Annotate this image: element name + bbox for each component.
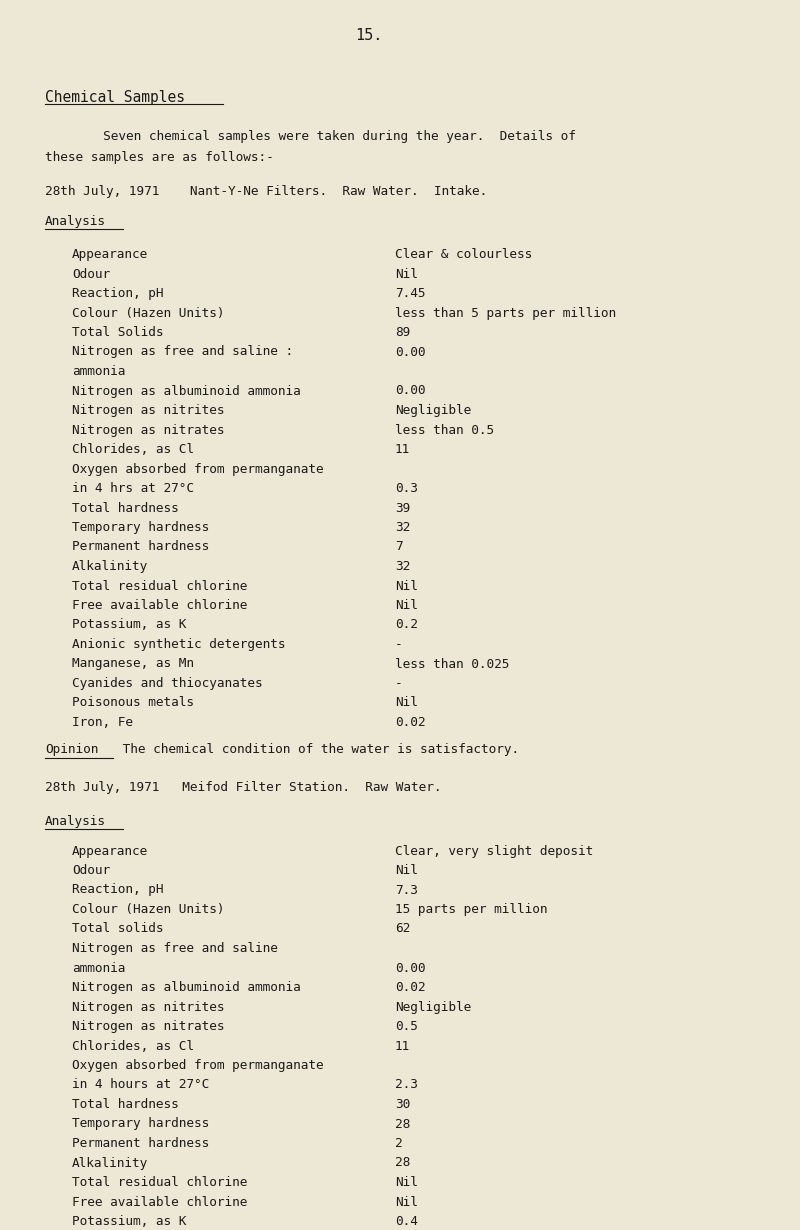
- Text: Potassium, as K: Potassium, as K: [72, 1215, 186, 1228]
- Text: Nitrogen as nitrites: Nitrogen as nitrites: [72, 403, 225, 417]
- Text: Total solids: Total solids: [72, 922, 163, 936]
- Text: Odour: Odour: [72, 267, 110, 280]
- Text: Appearance: Appearance: [72, 845, 148, 857]
- Text: Chlorides, as Cl: Chlorides, as Cl: [72, 1039, 194, 1053]
- Text: Nil: Nil: [395, 696, 418, 710]
- Text: Total hardness: Total hardness: [72, 502, 178, 514]
- Text: Analysis: Analysis: [45, 215, 106, 228]
- Text: in 4 hours at 27°C: in 4 hours at 27°C: [72, 1079, 210, 1091]
- Text: Temporary hardness: Temporary hardness: [72, 1118, 210, 1130]
- Text: 11: 11: [395, 443, 410, 456]
- Text: The chemical condition of the water is satisfactory.: The chemical condition of the water is s…: [115, 743, 519, 756]
- Text: Total residual chlorine: Total residual chlorine: [72, 579, 247, 593]
- Text: Appearance: Appearance: [72, 248, 148, 261]
- Text: 11: 11: [395, 1039, 410, 1053]
- Text: less than 0.5: less than 0.5: [395, 423, 494, 437]
- Text: Total residual chlorine: Total residual chlorine: [72, 1176, 247, 1189]
- Text: Nil: Nil: [395, 579, 418, 593]
- Text: 39: 39: [395, 502, 410, 514]
- Text: Total hardness: Total hardness: [72, 1098, 178, 1111]
- Text: Cyanides and thiocyanates: Cyanides and thiocyanates: [72, 676, 262, 690]
- Text: Permanent hardness: Permanent hardness: [72, 540, 210, 554]
- Text: 7: 7: [395, 540, 402, 554]
- Text: 0.5: 0.5: [395, 1020, 418, 1033]
- Text: Odour: Odour: [72, 863, 110, 877]
- Text: these samples are as follows:-: these samples are as follows:-: [45, 151, 274, 164]
- Text: Clear, very slight deposit: Clear, very slight deposit: [395, 845, 594, 857]
- Text: 62: 62: [395, 922, 410, 936]
- Text: Temporary hardness: Temporary hardness: [72, 522, 210, 534]
- Text: Reaction, pH: Reaction, pH: [72, 883, 163, 897]
- Text: Alkalinity: Alkalinity: [72, 560, 148, 573]
- Text: 28: 28: [395, 1156, 410, 1170]
- Text: Colour (Hazen Units): Colour (Hazen Units): [72, 306, 225, 320]
- Text: Clear & colourless: Clear & colourless: [395, 248, 532, 261]
- Text: less than 5 parts per million: less than 5 parts per million: [395, 306, 616, 320]
- Text: Total Solids: Total Solids: [72, 326, 163, 339]
- Text: Analysis: Analysis: [45, 814, 106, 828]
- Text: 15.: 15.: [355, 28, 382, 43]
- Text: Nitrogen as nitrates: Nitrogen as nitrates: [72, 423, 225, 437]
- Text: Opinion: Opinion: [45, 743, 98, 756]
- Text: 0.00: 0.00: [395, 346, 426, 358]
- Text: ammonia: ammonia: [72, 365, 126, 378]
- Text: Chlorides, as Cl: Chlorides, as Cl: [72, 443, 194, 456]
- Text: 0.3: 0.3: [395, 482, 418, 494]
- Text: 7.45: 7.45: [395, 287, 426, 300]
- Text: Nil: Nil: [395, 267, 418, 280]
- Text: 0.00: 0.00: [395, 385, 426, 397]
- Text: Nil: Nil: [395, 599, 418, 613]
- Text: Nitrogen as nitrates: Nitrogen as nitrates: [72, 1020, 225, 1033]
- Text: 2.3: 2.3: [395, 1079, 418, 1091]
- Text: Alkalinity: Alkalinity: [72, 1156, 148, 1170]
- Text: less than 0.025: less than 0.025: [395, 658, 510, 670]
- Text: 28: 28: [395, 1118, 410, 1130]
- Text: Nitrogen as free and saline: Nitrogen as free and saline: [72, 942, 278, 954]
- Text: Nitrogen as albuminoid ammonia: Nitrogen as albuminoid ammonia: [72, 385, 301, 397]
- Text: Free available chlorine: Free available chlorine: [72, 599, 247, 613]
- Text: Nitrogen as albuminoid ammonia: Nitrogen as albuminoid ammonia: [72, 982, 301, 994]
- Text: 0.02: 0.02: [395, 716, 426, 729]
- Text: 0.2: 0.2: [395, 619, 418, 631]
- Text: Manganese, as Mn: Manganese, as Mn: [72, 658, 194, 670]
- Text: -: -: [395, 638, 402, 651]
- Text: 0.00: 0.00: [395, 962, 426, 974]
- Text: Iron, Fe: Iron, Fe: [72, 716, 133, 729]
- Text: Reaction, pH: Reaction, pH: [72, 287, 163, 300]
- Text: Negligible: Negligible: [395, 1000, 471, 1014]
- Text: ammonia: ammonia: [72, 962, 126, 974]
- Text: 28th July, 1971   Meifod Filter Station.  Raw Water.: 28th July, 1971 Meifod Filter Station. R…: [45, 781, 442, 795]
- Text: 32: 32: [395, 522, 410, 534]
- Text: 15 parts per million: 15 parts per million: [395, 903, 547, 916]
- Text: 0.02: 0.02: [395, 982, 426, 994]
- Text: Chemical Samples: Chemical Samples: [45, 90, 185, 105]
- Text: 89: 89: [395, 326, 410, 339]
- Text: Colour (Hazen Units): Colour (Hazen Units): [72, 903, 225, 916]
- Text: Anionic synthetic detergents: Anionic synthetic detergents: [72, 638, 286, 651]
- Text: 0.4: 0.4: [395, 1215, 418, 1228]
- Text: Nil: Nil: [395, 863, 418, 877]
- Text: Negligible: Negligible: [395, 403, 471, 417]
- Text: Potassium, as K: Potassium, as K: [72, 619, 186, 631]
- Text: Nitrogen as free and saline :: Nitrogen as free and saline :: [72, 346, 293, 358]
- Text: Nil: Nil: [395, 1196, 418, 1209]
- Text: 2: 2: [395, 1137, 402, 1150]
- Text: Poisonous metals: Poisonous metals: [72, 696, 194, 710]
- Text: Nil: Nil: [395, 1176, 418, 1189]
- Text: 7.3: 7.3: [395, 883, 418, 897]
- Text: 32: 32: [395, 560, 410, 573]
- Text: in 4 hrs at 27°C: in 4 hrs at 27°C: [72, 482, 194, 494]
- Text: Oxygen absorbed from permanganate: Oxygen absorbed from permanganate: [72, 462, 324, 476]
- Text: Permanent hardness: Permanent hardness: [72, 1137, 210, 1150]
- Text: 30: 30: [395, 1098, 410, 1111]
- Text: 28th July, 1971    Nant-Y-Ne Filters.  Raw Water.  Intake.: 28th July, 1971 Nant-Y-Ne Filters. Raw W…: [45, 184, 487, 198]
- Text: -: -: [395, 676, 402, 690]
- Text: Oxygen absorbed from permanganate: Oxygen absorbed from permanganate: [72, 1059, 324, 1073]
- Text: Seven chemical samples were taken during the year.  Details of: Seven chemical samples were taken during…: [65, 130, 576, 143]
- Text: Free available chlorine: Free available chlorine: [72, 1196, 247, 1209]
- Text: Nitrogen as nitrites: Nitrogen as nitrites: [72, 1000, 225, 1014]
